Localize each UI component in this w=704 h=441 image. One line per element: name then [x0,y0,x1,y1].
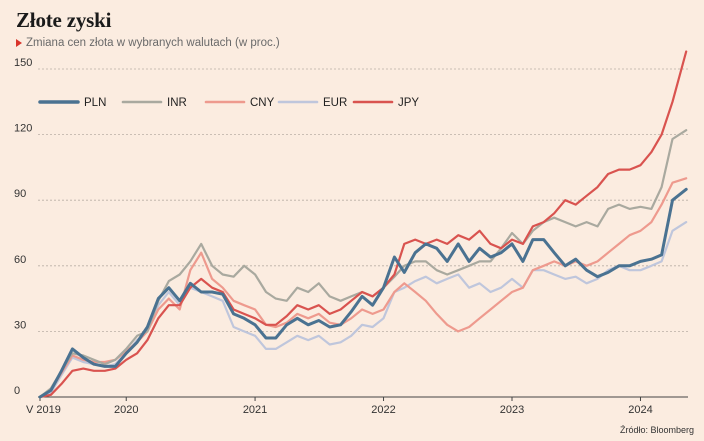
chart-subtitle: Zmiana cen złota w wybranych walutach (w… [16,37,280,49]
x-tick-label: 2022 [371,404,395,416]
chart-title: Złote zyski [16,8,112,32]
series-line-cny [38,177,688,399]
x-tick-label: 2020 [114,404,138,416]
y-axis-ticks: 0 30 60 90 120 150 [14,57,32,397]
legend-label-cny: CNY [250,97,275,109]
subtitle-marker-icon [16,39,22,47]
legend-label-pln: PLN [84,97,106,109]
legend-label-inr: INR [167,97,187,109]
grid-lines [38,68,688,398]
y-tick-label: 0 [14,385,20,397]
x-tick-label: 2024 [628,404,652,416]
x-tick-label: 2021 [243,404,267,416]
legend-label-jpy: JPY [398,97,419,109]
source-note: Źródło: Bloomberg [619,425,694,435]
y-tick-label: 60 [14,254,26,266]
legend-label-eur: EUR [323,97,347,109]
series-lines [38,50,688,399]
x-tick-label: 2023 [500,404,524,416]
y-tick-label: 90 [14,188,26,200]
chart-subtitle-text: Zmiana cen złota w wybranych walutach (w… [26,37,280,49]
y-tick-label: 30 [14,319,26,331]
x-tick-label: V 2019 [26,404,61,416]
legend: PLN INR CNY EUR JPY [38,97,419,109]
y-tick-label: 120 [14,123,32,135]
x-axis: V 2019 2020 2021 2022 2023 2024 [26,397,653,416]
y-tick-label: 150 [14,57,32,69]
series-line-jpy [38,50,688,399]
series-line-pln [38,187,688,399]
